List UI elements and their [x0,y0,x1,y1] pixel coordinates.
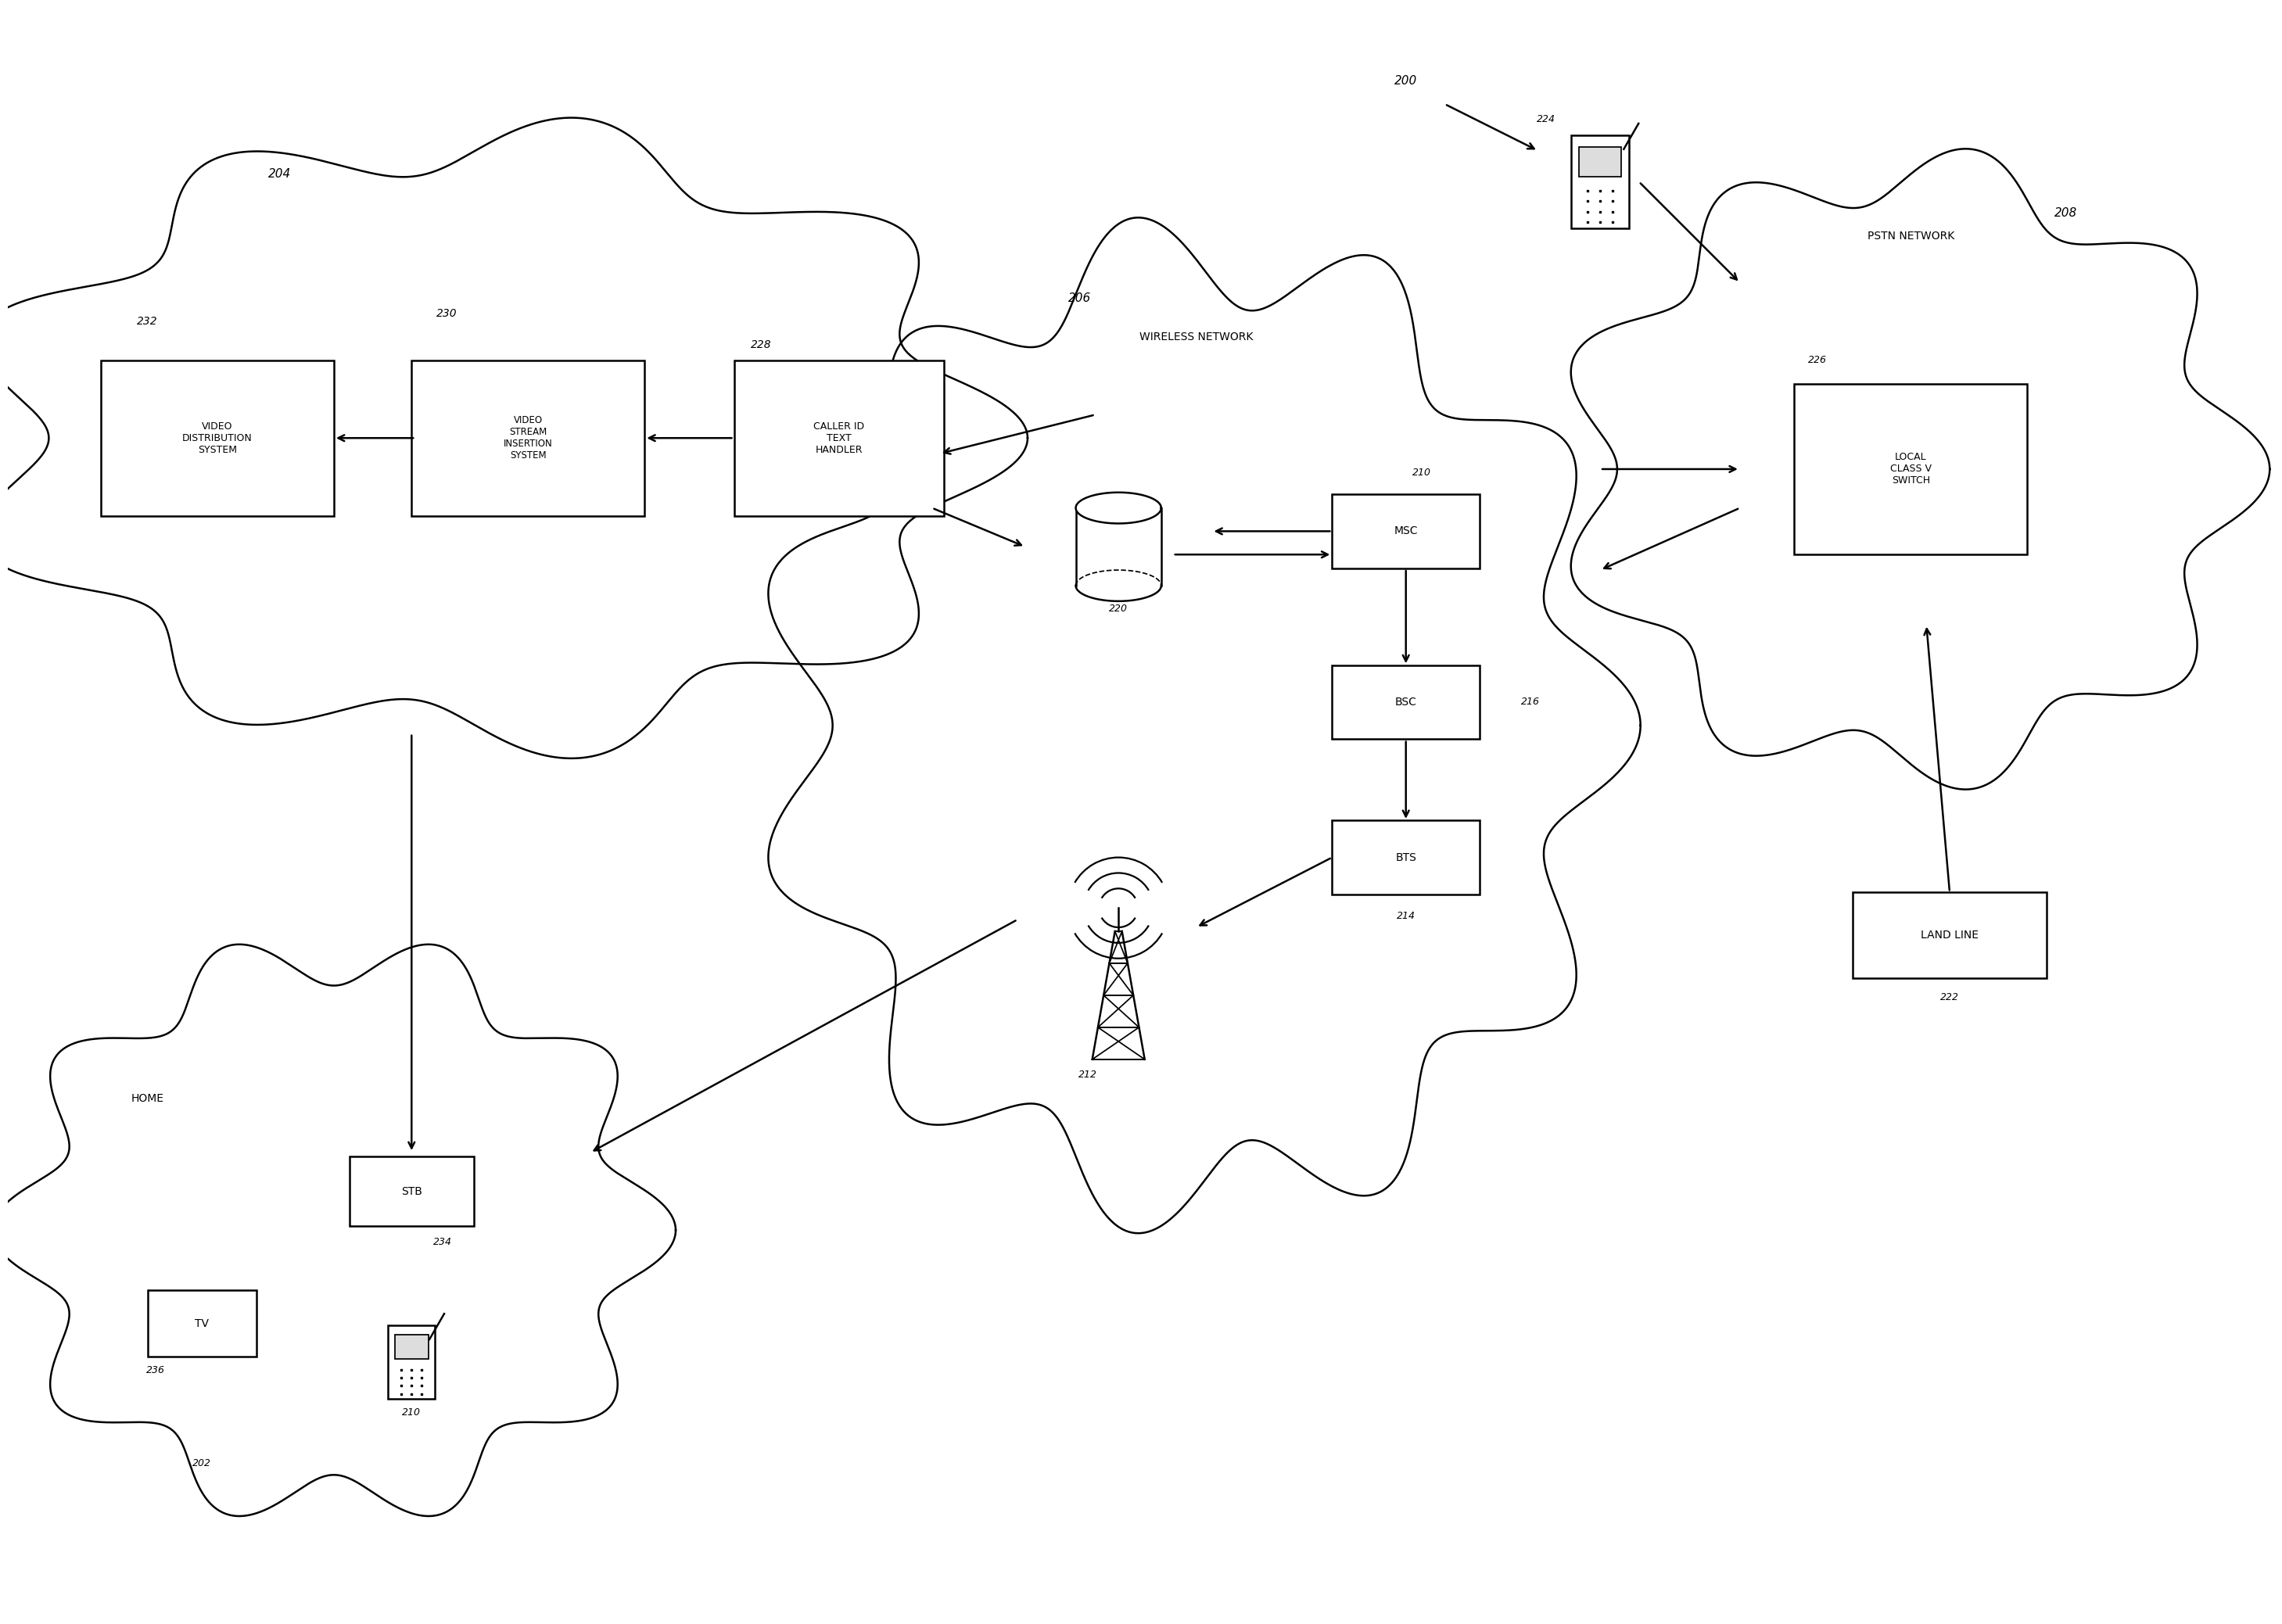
Bar [1853,892,2047,978]
Text: VIDEO
DISTRIBUTION
SYSTEM: VIDEO DISTRIBUTION SYSTEM [183,421,253,455]
Text: BTS: BTS [1394,853,1417,862]
Polygon shape [769,218,1641,1233]
Bar [388,1325,436,1400]
Text: 234: 234 [434,1237,452,1247]
Text: 220: 220 [1109,604,1127,614]
Bar [1333,666,1479,739]
Text: 210: 210 [1413,468,1431,477]
Bar [411,361,644,516]
Text: 232: 232 [137,317,157,326]
Text: 208: 208 [2054,206,2077,219]
Text: 228: 228 [751,339,771,351]
Text: BSC: BSC [1394,697,1417,708]
Text: LAND LINE: LAND LINE [1921,929,1978,940]
Text: 236: 236 [146,1364,164,1376]
Text: PSTN NETWORK: PSTN NETWORK [1867,231,1953,242]
Text: 200: 200 [1394,75,1417,86]
Polygon shape [1570,149,2271,789]
Text: 216: 216 [1520,697,1540,706]
Text: 202: 202 [192,1458,212,1468]
Text: STB: STB [402,1186,422,1197]
Text: 210: 210 [402,1408,420,1418]
Bar [1794,383,2026,554]
Text: 224: 224 [1536,115,1554,125]
Text: HOME: HOME [130,1093,164,1104]
Bar [395,1335,429,1359]
Polygon shape [0,117,1027,758]
Polygon shape [0,945,675,1517]
Text: 212: 212 [1077,1070,1098,1080]
Text: TV: TV [194,1319,210,1328]
Text: 230: 230 [436,309,456,320]
Text: 206: 206 [1068,292,1091,304]
Text: 214: 214 [1397,911,1415,921]
Text: LOCAL
CLASS V
SWITCH: LOCAL CLASS V SWITCH [1889,453,1931,486]
Text: MSC: MSC [1394,526,1417,536]
Text: WIRELESS NETWORK: WIRELESS NETWORK [1139,331,1253,343]
Text: 226: 226 [1807,356,1828,365]
Text: 204: 204 [267,169,290,180]
Bar [1333,494,1479,568]
Bar [1333,820,1479,895]
Bar [735,361,945,516]
Bar [349,1156,475,1226]
Bar [1579,148,1620,177]
Text: 222: 222 [1940,992,1958,1002]
Text: CALLER ID
TEXT
HANDLER: CALLER ID TEXT HANDLER [812,421,865,455]
Bar [100,361,333,516]
Bar [148,1291,256,1356]
Bar [1570,135,1629,229]
Polygon shape [1075,492,1162,523]
Text: VIDEO
STREAM
INSERTION
SYSTEM: VIDEO STREAM INSERTION SYSTEM [504,416,552,461]
